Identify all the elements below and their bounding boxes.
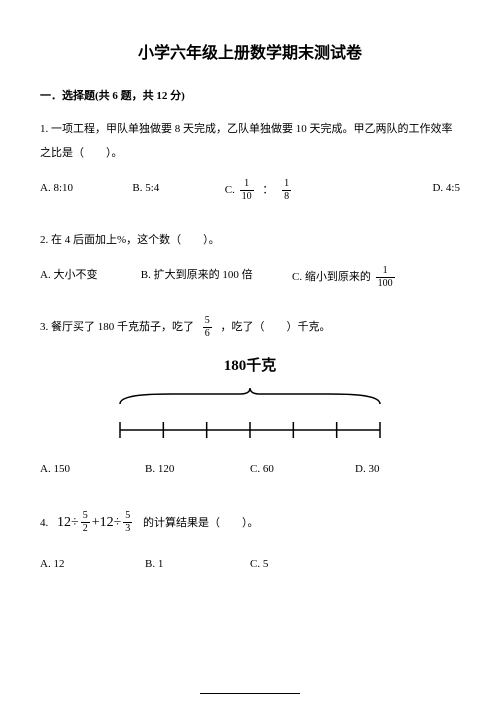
q2-opt-b: B. 扩大到原来的 100 倍 — [141, 266, 292, 289]
frac-num: 1 — [376, 266, 395, 278]
q2-options: A. 大小不变 B. 扩大到原来的 100 倍 C. 缩小到原来的 1 100 — [40, 266, 460, 289]
q4-a: 12 — [57, 515, 71, 530]
frac-den: 8 — [282, 191, 291, 202]
frac-num: 5 — [123, 511, 132, 523]
brace-diagram-icon — [110, 382, 390, 442]
q3-post: ，吃了（ ）千克。 — [221, 321, 331, 333]
question-1: 1. 一项工程，甲队单独做要 8 天完成，乙队单独做要 10 天完成。甲乙两队的… — [40, 117, 460, 165]
q3-options: A. 150 B. 120 C. 60 D. 30 — [40, 460, 460, 480]
q1-c-sep: ： — [262, 184, 273, 196]
q2-opt-c: C. 缩小到原来的 1 100 — [292, 266, 460, 289]
q4-opt-c: C. 5 — [250, 555, 355, 575]
q1-opt-b: B. 5:4 — [132, 179, 224, 202]
q1-opt-a: A. 8:10 — [40, 179, 132, 202]
frac-den: 3 — [123, 523, 132, 534]
fraction-icon: 52 — [81, 511, 90, 534]
q4-options: A. 12 B. 1 C. 5 — [40, 555, 460, 575]
q3-pre: 3. 餐厅买了 180 千克茄子，吃了 — [40, 321, 194, 333]
q3-opt-d: D. 30 — [355, 460, 460, 480]
question-3: 3. 餐厅买了 180 千克茄子，吃了 5 6 ，吃了（ ）千克。 — [40, 315, 460, 339]
q4-expression: 12÷52+12÷53 — [57, 508, 134, 539]
q4-b: 12 — [100, 515, 114, 530]
fraction-icon: 53 — [123, 511, 132, 534]
frac-den: 2 — [81, 523, 90, 534]
q4-tail: 的计算结果是（ ）。 — [143, 517, 259, 529]
q3-opt-b: B. 120 — [145, 460, 250, 480]
frac-num: 5 — [203, 316, 212, 328]
page-title: 小学六年级上册数学期末测试卷 — [40, 40, 460, 69]
fraction-icon: 1 8 — [282, 179, 291, 202]
q4-opt-a: A. 12 — [40, 555, 145, 575]
diagram-label: 180千克 — [40, 353, 460, 380]
q1-c-prefix: C. — [225, 184, 235, 196]
q1-opt-d: D. 4:5 — [368, 179, 460, 202]
plus-icon: + — [92, 515, 100, 530]
footer-divider — [200, 693, 300, 694]
section-heading: 一．选择题(共 6 题，共 12 分) — [40, 87, 460, 107]
q4-opt-b: B. 1 — [145, 555, 250, 575]
q3-diagram: 180千克 — [40, 353, 460, 450]
fraction-icon: 1 10 — [240, 179, 254, 202]
q1-opt-c: C. 1 10 ： 1 8 — [225, 179, 368, 202]
frac-num: 1 — [282, 179, 291, 191]
fraction-icon: 5 6 — [203, 316, 212, 339]
q2-opt-a: A. 大小不变 — [40, 266, 141, 289]
frac-num: 5 — [81, 511, 90, 523]
frac-den: 100 — [376, 278, 395, 289]
fraction-icon: 1 100 — [376, 266, 395, 289]
question-4: 4. 12÷52+12÷53 的计算结果是（ ）。 — [40, 508, 460, 539]
q4-num: 4. — [40, 517, 48, 529]
q1-options: A. 8:10 B. 5:4 C. 1 10 ： 1 8 D. 4:5 — [40, 179, 460, 202]
frac-den: 10 — [240, 191, 254, 202]
frac-den: 6 — [203, 328, 212, 339]
q2-c-prefix: C. 缩小到原来的 — [292, 271, 371, 283]
q3-opt-c: C. 60 — [250, 460, 355, 480]
question-2: 2. 在 4 后面加上%，这个数（ ）。 — [40, 228, 460, 252]
q3-opt-a: A. 150 — [40, 460, 145, 480]
frac-num: 1 — [240, 179, 254, 191]
